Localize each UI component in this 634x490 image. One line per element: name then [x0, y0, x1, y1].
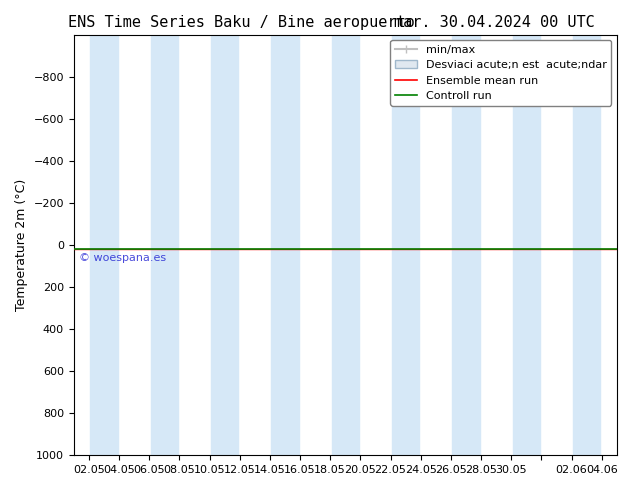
Text: mar. 30.04.2024 00 UTC: mar. 30.04.2024 00 UTC: [394, 15, 595, 30]
Bar: [453, 35, 479, 455]
Bar: [332, 35, 359, 455]
Legend: min/max, Desviaci acute;n est  acute;ndar, Ensemble mean run, Controll run: min/max, Desviaci acute;n est acute;ndar…: [391, 40, 611, 106]
Bar: [392, 35, 419, 455]
Bar: [513, 35, 540, 455]
Text: ENS Time Series Baku / Bine aeropuerto: ENS Time Series Baku / Bine aeropuerto: [68, 15, 414, 30]
Bar: [91, 35, 117, 455]
Text: © woespana.es: © woespana.es: [79, 252, 166, 263]
Bar: [573, 35, 600, 455]
Bar: [151, 35, 178, 455]
Bar: [211, 35, 238, 455]
Bar: [271, 35, 299, 455]
Y-axis label: Temperature 2m (°C): Temperature 2m (°C): [15, 179, 28, 311]
